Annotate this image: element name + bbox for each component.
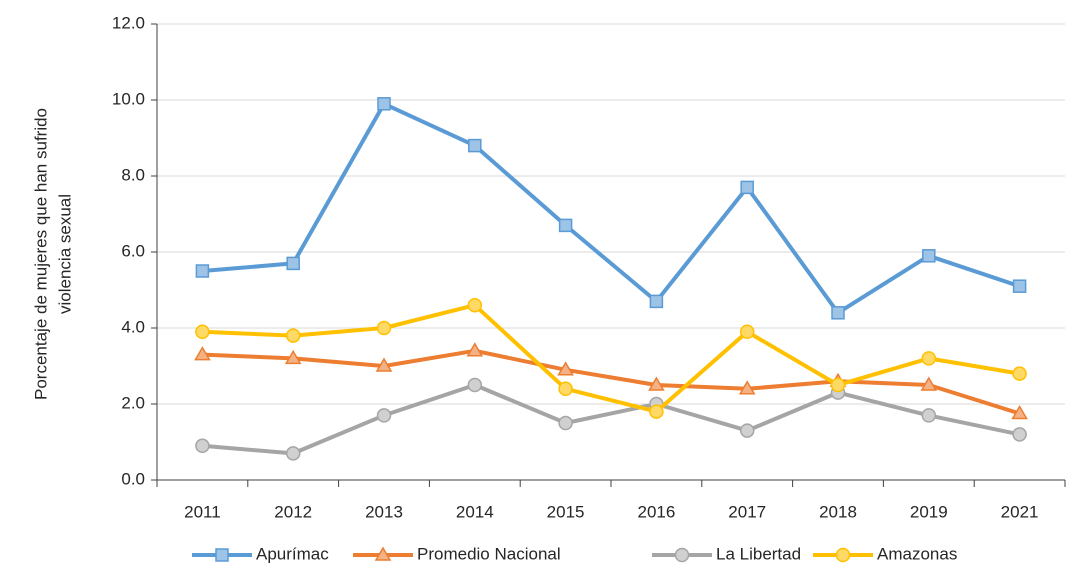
point — [1012, 279, 1027, 293]
point — [1012, 366, 1027, 381]
y-axis-label: violencia sexual — [55, 194, 74, 314]
point — [920, 376, 938, 391]
point — [376, 408, 392, 423]
point — [1011, 405, 1028, 420]
point — [195, 264, 210, 278]
point — [558, 381, 573, 397]
point — [467, 377, 483, 393]
x-tick-label: 2019 — [910, 502, 948, 521]
point — [286, 256, 300, 271]
point — [468, 138, 482, 153]
x-tick-label: 2015 — [547, 502, 585, 521]
legend-label: La Libertad — [716, 544, 801, 563]
legend-label: Promedio Nacional — [417, 544, 561, 563]
legend-marker — [835, 547, 851, 563]
legend-label: Amazonas — [877, 544, 957, 563]
series-line — [202, 101, 1021, 315]
point — [739, 423, 755, 438]
point — [285, 328, 301, 343]
point — [922, 249, 936, 263]
y-tick-label: 6.0 — [121, 241, 145, 260]
point — [195, 438, 210, 454]
point — [648, 376, 665, 391]
point — [194, 346, 211, 361]
series-line — [202, 383, 1021, 456]
point — [558, 415, 573, 431]
point — [284, 349, 302, 365]
y-tick-label: 8.0 — [121, 165, 145, 184]
y-tick-label: 4.0 — [121, 317, 145, 336]
y-tick-label: 0.0 — [121, 469, 145, 488]
point — [831, 306, 845, 320]
x-tick-label: 2014 — [456, 502, 494, 521]
point — [377, 97, 391, 111]
legend-label: Apurímac — [256, 544, 329, 563]
x-tick-label: 2017 — [728, 502, 766, 521]
point — [739, 324, 755, 340]
point — [375, 357, 393, 372]
x-tick-label: 2016 — [637, 502, 675, 521]
point — [558, 218, 573, 233]
point — [376, 320, 392, 336]
series-line — [202, 303, 1020, 414]
legend-marker — [674, 547, 690, 563]
x-tick-label: 2021 — [1001, 502, 1039, 521]
x-tick-label: 2012 — [274, 502, 312, 521]
point — [740, 180, 754, 195]
point — [195, 324, 210, 340]
point — [466, 342, 484, 357]
legend-marker — [374, 546, 392, 561]
point — [557, 361, 574, 376]
x-tick-label: 2011 — [184, 502, 221, 521]
y-tick-label: 12.0 — [112, 13, 145, 32]
y-tick-label: 10.0 — [112, 89, 145, 108]
point — [285, 446, 301, 461]
point — [1012, 427, 1027, 442]
y-axis-label: Porcentaje de mujeres que han sufrido — [31, 108, 50, 400]
point — [467, 297, 483, 313]
point — [921, 408, 937, 423]
y-tick-label: 2.0 — [121, 393, 145, 412]
x-tick-label: 2018 — [819, 502, 857, 521]
point — [649, 404, 664, 419]
point — [921, 351, 937, 366]
point — [649, 294, 664, 309]
point — [830, 377, 846, 393]
x-tick-label: 2013 — [365, 502, 403, 521]
point — [738, 380, 756, 395]
legend-marker — [215, 548, 229, 562]
series-line — [202, 348, 1021, 416]
